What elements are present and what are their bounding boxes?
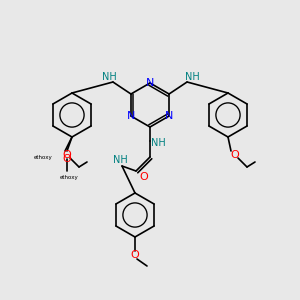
Text: NH: NH	[151, 138, 165, 148]
Text: NH: NH	[112, 155, 128, 165]
Text: O: O	[130, 250, 140, 260]
Text: O: O	[63, 150, 71, 160]
Text: NH: NH	[102, 72, 116, 82]
Text: O: O	[231, 150, 239, 160]
Text: NH: NH	[185, 72, 200, 82]
Text: ethoxy: ethoxy	[60, 175, 78, 179]
Text: O: O	[140, 172, 148, 182]
Text: N: N	[146, 78, 154, 88]
Text: O: O	[63, 154, 71, 164]
Text: ethoxy: ethoxy	[34, 155, 52, 160]
Text: N: N	[165, 111, 173, 121]
Text: N: N	[127, 111, 135, 121]
